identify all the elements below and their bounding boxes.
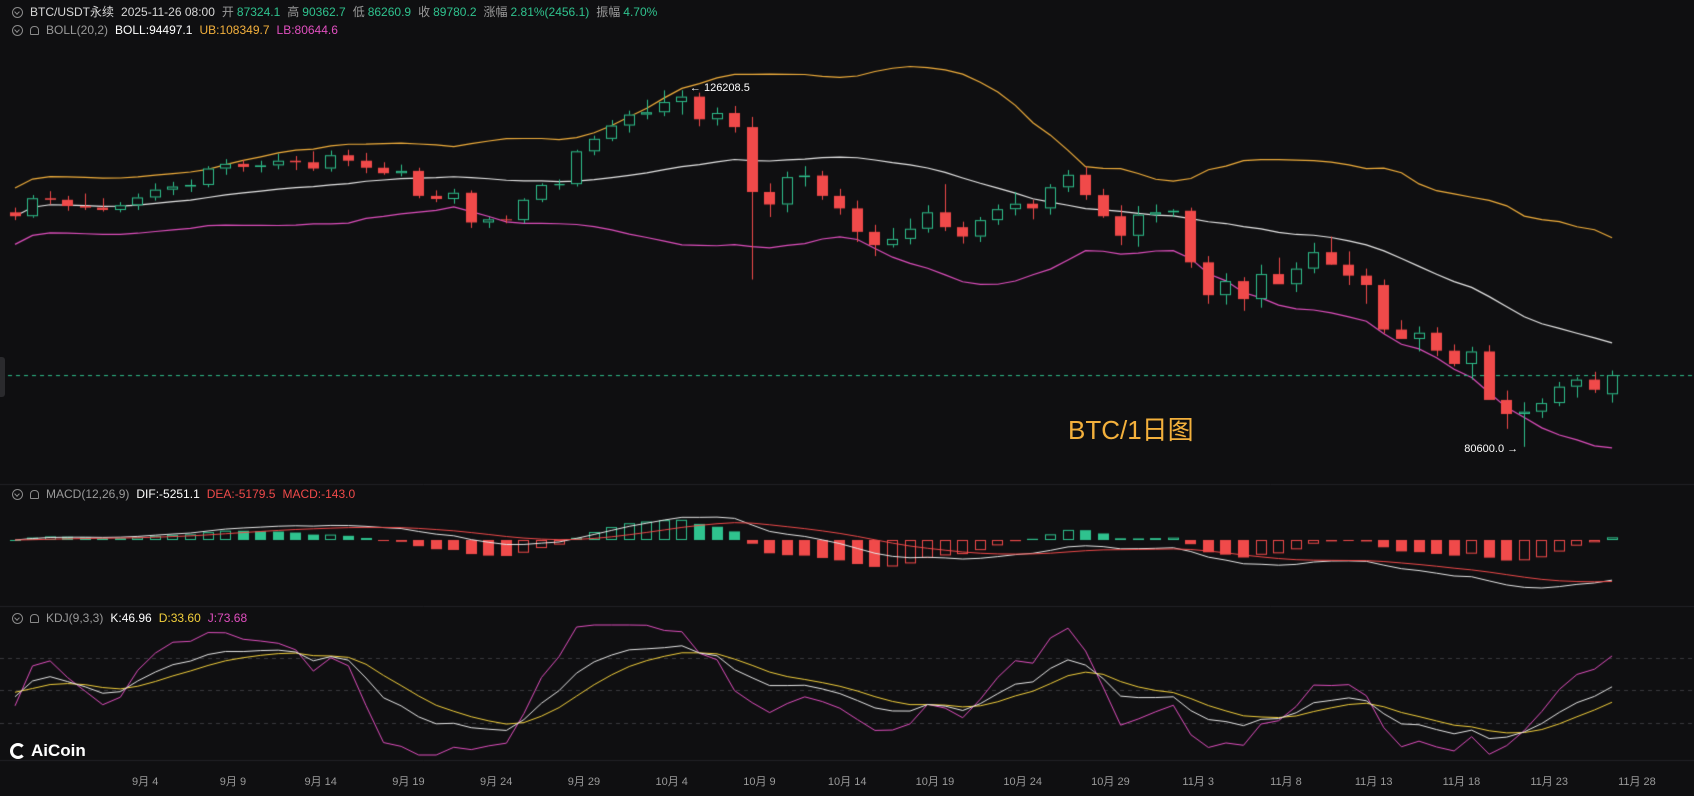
high-annotation: ← 126208.5 bbox=[689, 82, 750, 95]
x-tick-label: 11月 13 bbox=[1354, 776, 1393, 788]
alert-bell-icon[interactable] bbox=[30, 489, 39, 499]
macd-dif-value: DIF:-5251.1 bbox=[136, 487, 200, 501]
boll-mid-value: BOLL:94497.1 bbox=[115, 23, 193, 37]
boll-ub-value: UB:108349.7 bbox=[199, 23, 270, 37]
kdj-d-value: D:33.60 bbox=[158, 611, 201, 625]
x-tick-label: 11月 23 bbox=[1530, 776, 1569, 788]
kdj-j-value: J:73.68 bbox=[207, 611, 248, 625]
boll-label: BOLL(20,2) bbox=[46, 23, 109, 37]
x-tick-label: 10月 24 bbox=[1003, 776, 1042, 788]
x-tick-label: 10月 4 bbox=[655, 776, 688, 788]
high-value: 90362.7 bbox=[302, 5, 346, 19]
macd-header: MACD(12,26,9) DIF:-5251.1 DEA:-5179.5 MA… bbox=[0, 486, 362, 502]
macd-hist-value: MACD:-143.0 bbox=[282, 487, 356, 501]
price-header: BTC/USDT永续 2025-11-26 08:00 开 87324.1 高 90… bbox=[0, 4, 664, 20]
x-tick-label: 9月 9 bbox=[219, 776, 247, 788]
aicoin-logo-icon bbox=[10, 743, 26, 759]
close-value: 89780.2 bbox=[433, 5, 477, 19]
alert-bell-icon[interactable] bbox=[30, 25, 39, 35]
x-tick-label: 10月 14 bbox=[827, 776, 867, 788]
chart-title: BTC/1日图 bbox=[1068, 415, 1194, 445]
collapse-icon[interactable] bbox=[12, 488, 23, 500]
x-tick-label: 9月 24 bbox=[479, 776, 513, 788]
x-tick-label: 10月 29 bbox=[1091, 776, 1130, 788]
x-tick-label: 9月 14 bbox=[304, 776, 337, 788]
x-tick-label: 9月 19 bbox=[392, 776, 425, 788]
boll-header: BOLL(20,2) BOLL:94497.1 UB:108349.7 LB:8… bbox=[0, 22, 345, 38]
x-tick-label: 10月 19 bbox=[915, 776, 955, 788]
candle-date: 2025-11-26 08:00 bbox=[121, 5, 215, 19]
x-tick-label: 10月 9 bbox=[743, 776, 776, 788]
x-tick-label: 9月 29 bbox=[567, 776, 601, 788]
x-tick-label: 11月 18 bbox=[1442, 776, 1481, 788]
low-annotation: 80600.0 → bbox=[1464, 442, 1519, 455]
change-label: 涨幅 bbox=[483, 5, 508, 19]
macd-label: MACD(12,26,9) bbox=[46, 487, 130, 501]
kdj-header: KDJ(9,3,3) K:46.96 D:33.60 J:73.68 bbox=[0, 610, 254, 626]
amplitude-value: 4.70% bbox=[623, 5, 658, 19]
low-value: 86260.9 bbox=[367, 5, 412, 19]
aicoin-logo: AiCoin bbox=[10, 741, 86, 761]
x-tick-label: 9月 4 bbox=[132, 776, 159, 788]
collapse-icon[interactable] bbox=[12, 6, 23, 18]
close-label: 收 bbox=[418, 5, 431, 19]
x-tick-label: 11月 8 bbox=[1270, 776, 1302, 788]
change-value: 2.81%(2456.1) bbox=[510, 5, 590, 19]
low-label: 低 bbox=[352, 5, 365, 19]
open-label: 开 bbox=[221, 5, 234, 19]
x-tick-label: 11月 3 bbox=[1182, 776, 1214, 788]
alert-bell-icon[interactable] bbox=[30, 613, 39, 623]
amplitude-label: 振幅 bbox=[596, 5, 621, 19]
boll-lb-value: LB:80644.6 bbox=[276, 23, 338, 37]
kdj-k-value: K:46.96 bbox=[110, 611, 152, 625]
open-value: 87324.1 bbox=[236, 5, 281, 19]
high-label: 高 bbox=[287, 5, 300, 19]
high-annotation-value: 126208.5 bbox=[703, 82, 750, 95]
low-annotation-value: 80600.0 bbox=[1464, 442, 1505, 455]
collapse-icon[interactable] bbox=[12, 24, 23, 36]
collapse-icon[interactable] bbox=[12, 612, 23, 624]
x-tick-label: 11月 28 bbox=[1618, 776, 1656, 788]
panel-resize-handle[interactable] bbox=[0, 357, 5, 397]
symbol-label: BTC/USDT永续 bbox=[30, 5, 115, 19]
macd-dea-value: DEA:-5179.5 bbox=[206, 487, 276, 501]
kdj-label: KDJ(9,3,3) bbox=[46, 611, 104, 625]
